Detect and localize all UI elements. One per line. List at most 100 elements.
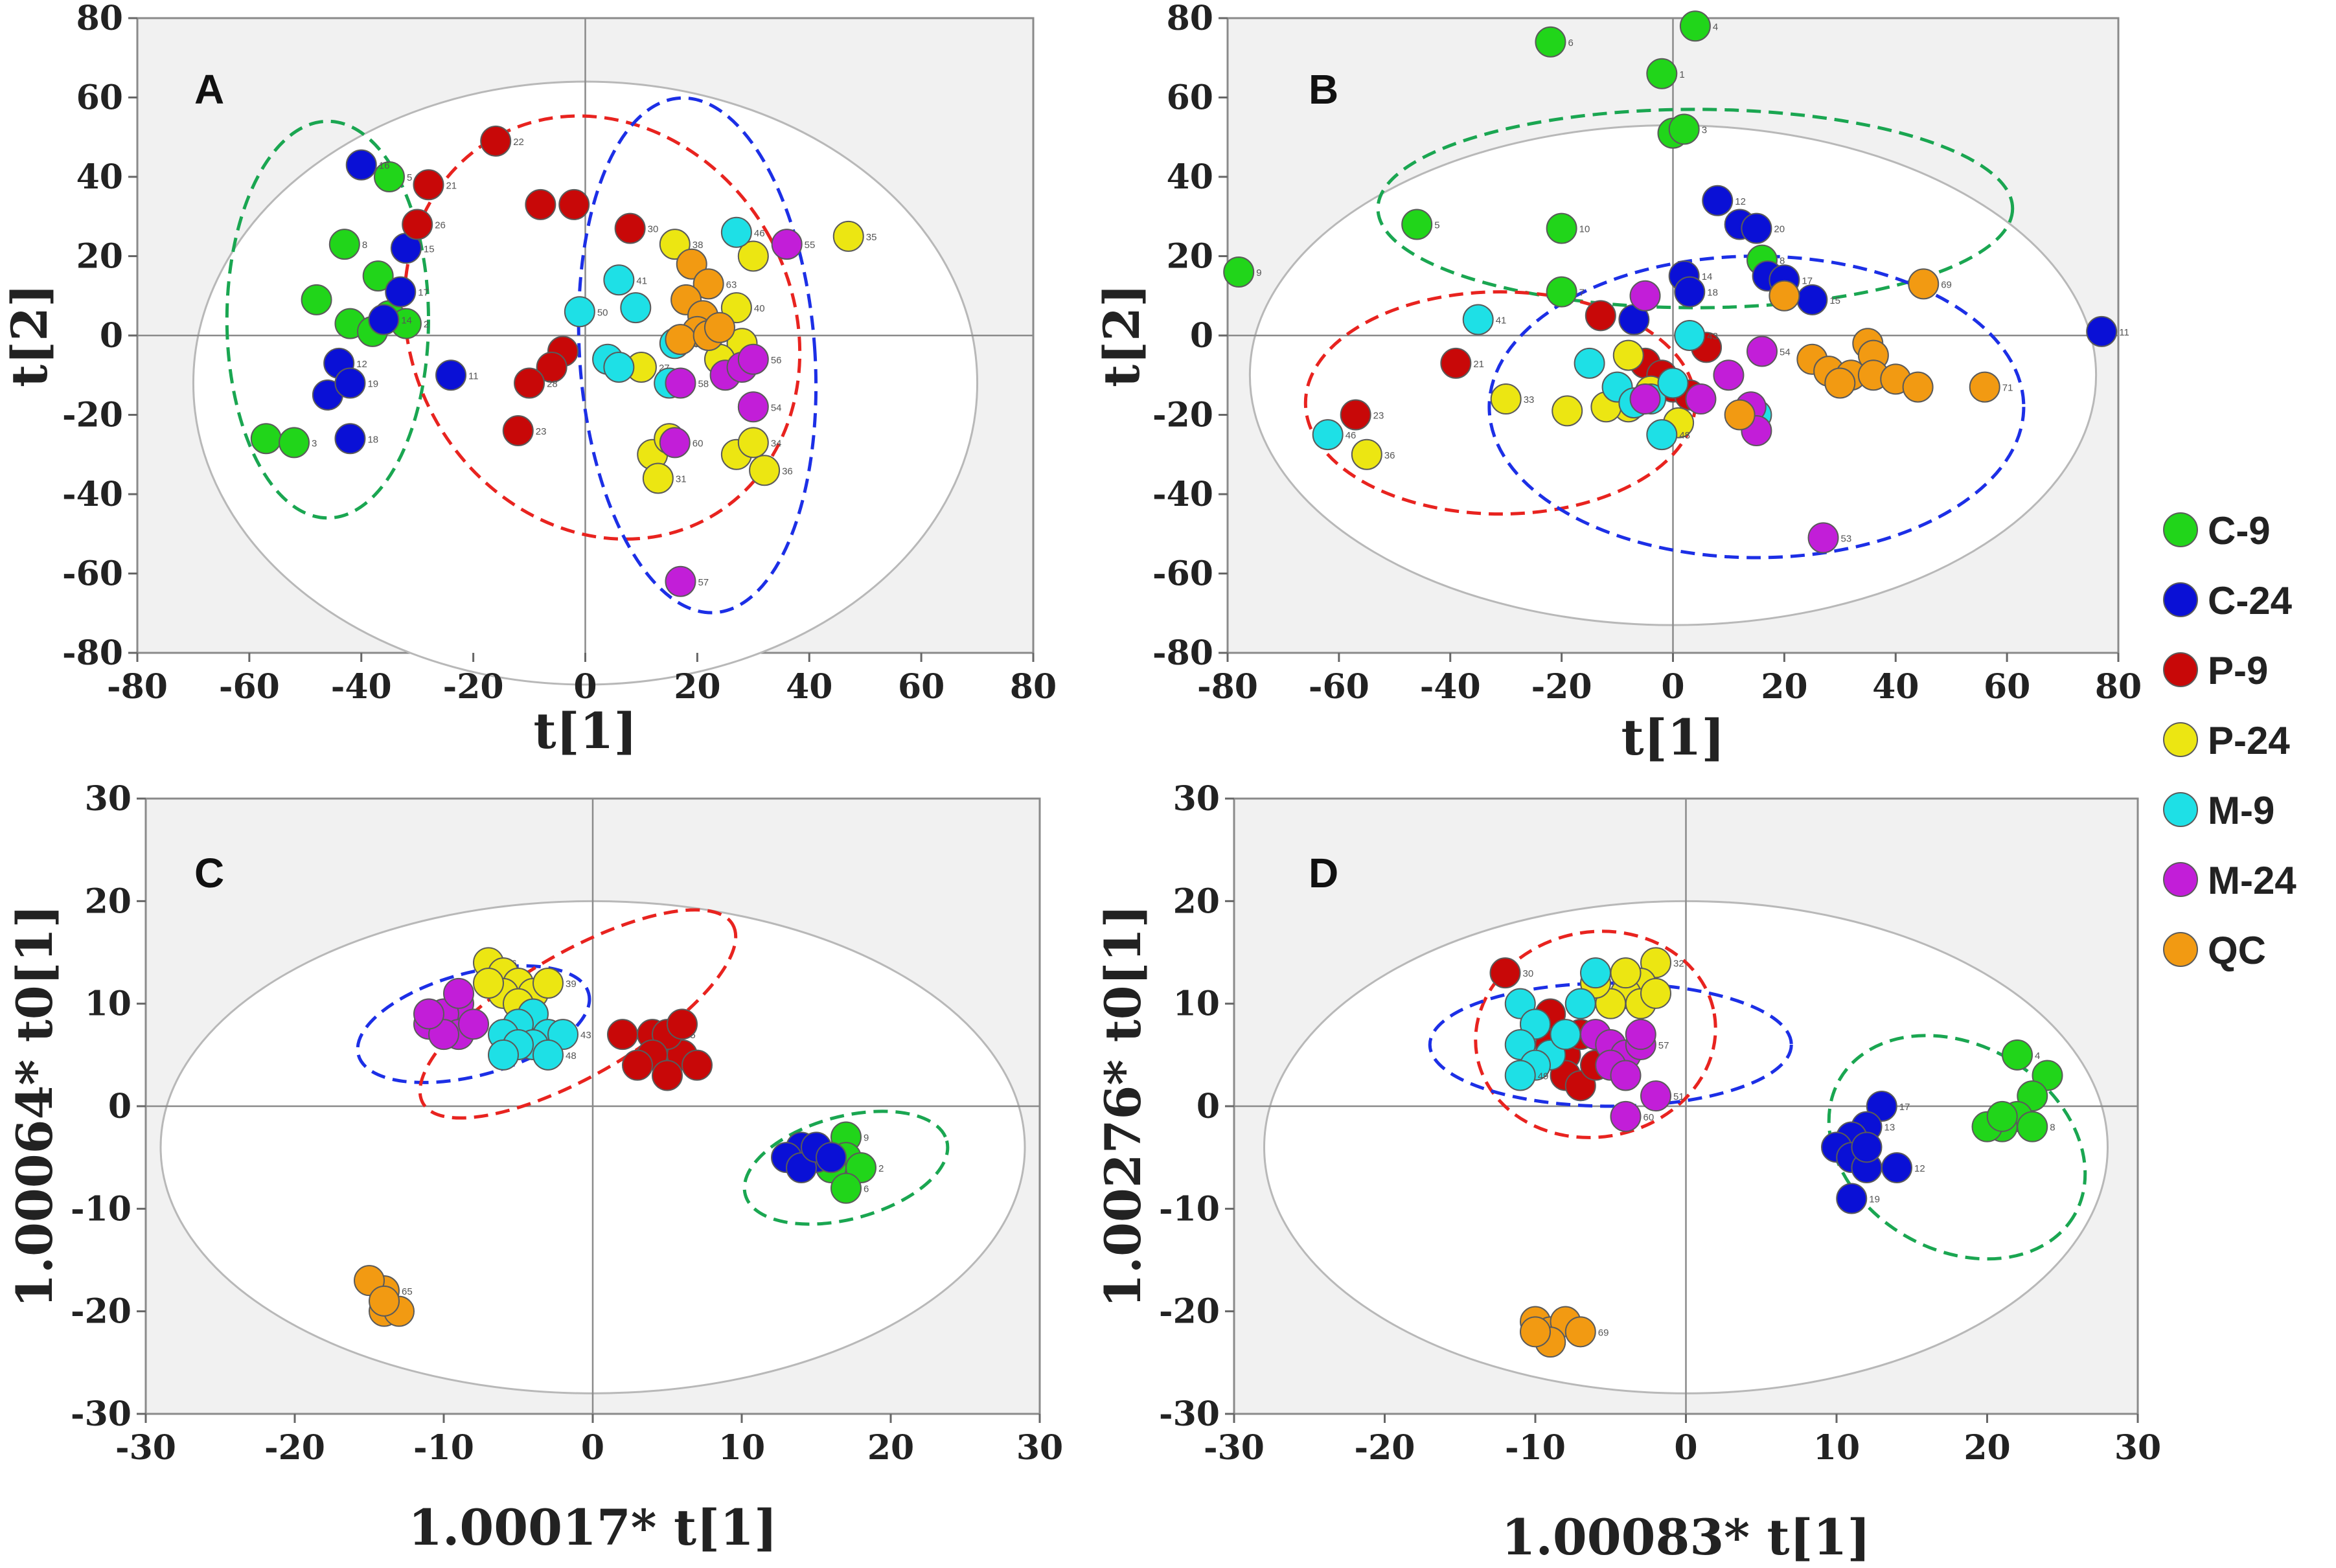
data-point (1796, 284, 1828, 315)
point-label: 33 (1524, 394, 1535, 405)
x-tick-label: -80 (107, 667, 168, 707)
point-label: 65 (402, 1286, 413, 1297)
y-tick-label: 20 (85, 881, 132, 921)
data-point (1746, 335, 1778, 367)
x-tick-label: -40 (1420, 667, 1481, 707)
data-point (1741, 212, 1772, 244)
data-point (564, 296, 595, 328)
legend-item-M-24: M-24 (2163, 859, 2296, 902)
data-point (667, 1008, 698, 1040)
point-label: 13 (1884, 1122, 1895, 1133)
point-label: 4 (2035, 1051, 2040, 1062)
point-label: 2 (424, 319, 429, 330)
data-point (1546, 276, 1577, 308)
data-point (1490, 383, 1522, 415)
data-point (1807, 522, 1839, 554)
panel-C: -30-20-100102030-30-20-10010203092635363… (6, 779, 1063, 1556)
legend-label: C-9 (2208, 509, 2271, 552)
point-label: 1 (1679, 69, 1684, 80)
data-point (1902, 371, 1934, 403)
y-tick-label: -60 (1152, 554, 1213, 594)
data-point (1535, 26, 1566, 58)
data-point (532, 1039, 564, 1071)
data-point (665, 565, 696, 597)
y-tick-label: 30 (1173, 779, 1220, 819)
point-label: 26 (435, 220, 446, 231)
point-label: 8 (1780, 256, 1785, 267)
point-label: 57 (1658, 1040, 1669, 1051)
data-point (279, 427, 310, 459)
point-label: 69 (1598, 1327, 1609, 1338)
x-tick-label: 10 (1813, 1428, 1860, 1468)
point-label: 54 (771, 402, 782, 413)
point-label: 12 (1735, 196, 1746, 207)
data-point (1552, 395, 1583, 427)
legend: C-9 C-24 P-9 P-24 M-9 M-24 QC (2163, 509, 2296, 972)
data-point (1574, 347, 1605, 379)
data-point (1679, 10, 1711, 42)
data-point (502, 415, 534, 446)
point-label: 8 (2050, 1122, 2055, 1133)
data-point (1625, 1019, 1656, 1051)
y-tick-label: 20 (1173, 881, 1220, 921)
point-label: 36 (782, 466, 793, 477)
data-point (1585, 300, 1616, 332)
y-tick-label: 80 (76, 0, 123, 38)
data-point (328, 229, 360, 260)
point-label: 32 (1673, 958, 1684, 969)
data-point (1702, 185, 1734, 216)
x-tick-label: 20 (1761, 667, 1807, 707)
y-axis-label: t[2] (1093, 284, 1151, 387)
y-tick-label: 80 (1167, 0, 1213, 38)
y-tick-label: -40 (1152, 475, 1213, 514)
y-tick-label: -20 (1159, 1292, 1220, 1332)
x-tick-label: 30 (2114, 1428, 2161, 1468)
y-axis-label: t[2] (1, 284, 58, 387)
x-tick-label: -20 (1355, 1428, 1415, 1468)
data-point (458, 1008, 489, 1040)
x-tick-label: 0 (581, 1428, 604, 1468)
point-label: 30 (1523, 968, 1534, 979)
data-point (816, 1142, 847, 1174)
legend-label: C-24 (2208, 579, 2293, 622)
legend-marker (2163, 652, 2198, 687)
point-label: 3 (312, 438, 317, 449)
data-point (622, 1049, 653, 1081)
point-label: 22 (513, 137, 524, 148)
x-axis-label: t[1] (1621, 709, 1725, 766)
legend-marker (2163, 512, 2198, 547)
data-point (1646, 419, 1678, 451)
point-label: 6 (864, 1184, 869, 1195)
data-point (514, 367, 545, 399)
data-point (301, 284, 332, 315)
data-point (1401, 209, 1433, 240)
x-tick-label: -80 (1197, 667, 1258, 707)
point-label: 10 (1579, 224, 1590, 235)
legend-marker (2163, 862, 2198, 897)
point-label: 63 (726, 279, 737, 290)
point-label: 2 (878, 1163, 884, 1174)
data-point (1489, 957, 1521, 989)
legend-marker (2163, 582, 2198, 617)
x-tick-label: -20 (264, 1428, 325, 1468)
data-point (681, 1049, 713, 1081)
x-tick-label: 0 (1661, 667, 1684, 707)
data-point (1340, 399, 1371, 431)
x-tick-label: -40 (331, 667, 392, 707)
data-point (536, 352, 567, 383)
data-point (435, 359, 467, 391)
x-tick-label: -30 (115, 1428, 176, 1468)
legend-label: P-24 (2208, 719, 2290, 762)
point-label: 71 (2002, 383, 2013, 394)
data-point (532, 968, 564, 999)
y-tick-label: 0 (1190, 316, 1213, 356)
group-ellipse-red (418, 908, 738, 1120)
data-point (1629, 383, 1661, 415)
series-P-24: 3538402731373436 (625, 220, 876, 494)
series-M-24: 57 51 60 (1580, 1019, 1684, 1132)
x-tick-label: 20 (867, 1428, 914, 1468)
legend-item-QC: QC (2163, 929, 2266, 972)
x-tick-label: 30 (1016, 1428, 1063, 1468)
